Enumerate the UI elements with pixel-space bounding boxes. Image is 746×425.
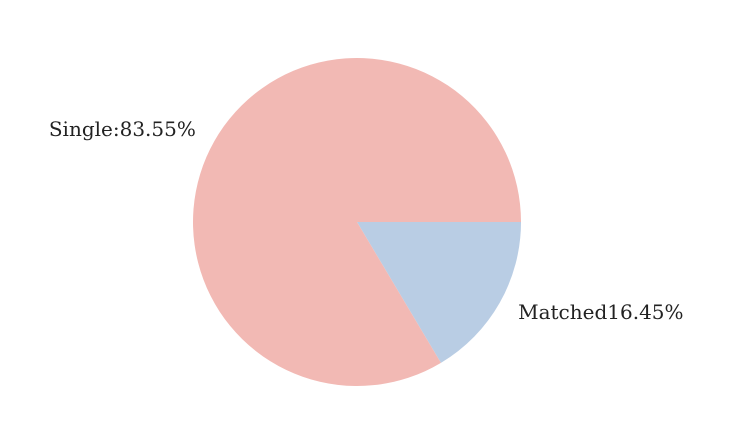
pie-slice-label: Single:83.55% — [49, 117, 196, 141]
pie-slice — [357, 222, 521, 363]
pie-slice — [192, 57, 522, 386]
pie-labels: Matched16.45% Single:83.55% — [49, 117, 684, 324]
pie-slice-label: Matched16.45% — [518, 300, 683, 324]
pie-slices — [192, 57, 522, 386]
